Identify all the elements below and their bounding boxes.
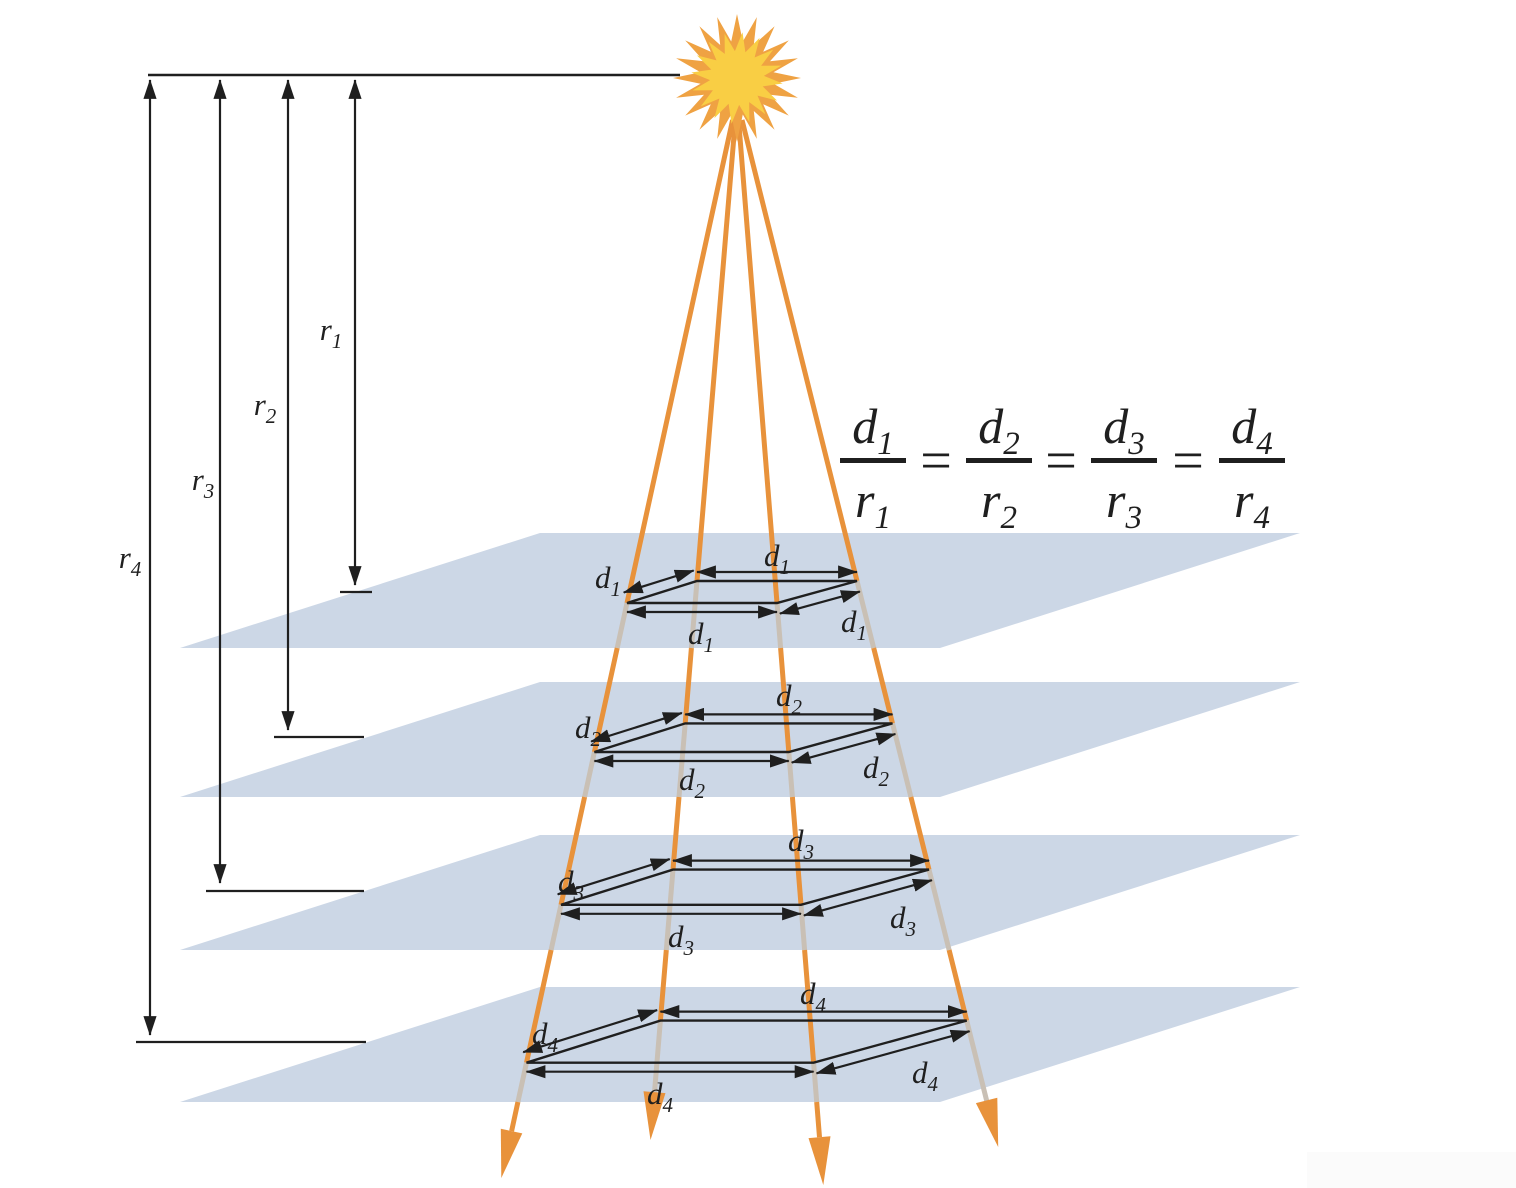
plane-2 <box>180 682 1300 797</box>
sun-icon <box>673 14 801 142</box>
distance-labels: r1 r2 r3 r4 <box>119 312 343 581</box>
square-1-front-label: d1 <box>688 616 714 657</box>
dimension-arrow-left-1 <box>622 569 695 594</box>
square-1-back-label: d1 <box>764 538 790 579</box>
equation-fraction-1: d1 r1 <box>840 398 906 536</box>
dimension-arrow-right-1 <box>779 590 861 615</box>
plane-1 <box>180 533 1300 648</box>
light-ray-4-shadow-segments <box>854 580 990 1103</box>
dimension-arrow-left-3 <box>556 858 671 896</box>
flux-square-3 <box>556 853 933 921</box>
ray-2-arrowhead-icon <box>643 1091 666 1140</box>
flux-square-1 <box>622 565 861 619</box>
fraction-1-numerator: d1 <box>852 398 894 462</box>
plane-3 <box>180 835 1300 950</box>
square-4-front-label: d4 <box>647 1076 674 1117</box>
square-4-back-label: d4 <box>800 976 827 1017</box>
ray-4-arrowhead-icon <box>975 1097 999 1147</box>
fraction-3-bar <box>1091 458 1157 463</box>
dimension-arrow-right-4 <box>815 1029 971 1075</box>
square-2-front-label: d2 <box>679 762 706 803</box>
dimension-arrow-right-2 <box>790 732 897 764</box>
light-ray-3-shadow-segments <box>774 602 820 1103</box>
equation-fraction-4: d4 r4 <box>1219 398 1285 536</box>
fraction-4-bar <box>1219 458 1285 463</box>
ray-1-arrowhead-icon <box>500 1128 523 1178</box>
flux-squares <box>522 565 971 1079</box>
square-4-right-label: d4 <box>912 1055 939 1096</box>
distance-label-r2: r2 <box>254 387 277 428</box>
light-ray-arrowheads <box>500 1091 999 1185</box>
square-3-right-label: d3 <box>890 900 916 941</box>
fraction-3-numerator: d3 <box>1103 398 1145 462</box>
distance-label-r1: r1 <box>320 312 343 353</box>
square-2-back-label: d2 <box>776 678 803 719</box>
light-ray-3 <box>736 119 822 1138</box>
fraction-3-denominator: r3 <box>1106 472 1142 536</box>
sun-inner-star-icon <box>691 32 783 124</box>
light-ray-1-shadow-segments <box>515 602 630 1103</box>
light-ray-1 <box>509 119 736 1132</box>
square-2-right-label: d2 <box>863 750 890 791</box>
fraction-4-denominator: r4 <box>1234 472 1270 536</box>
square-3-front-label: d3 <box>668 919 694 960</box>
measurement-planes <box>180 533 1300 1102</box>
square-2-left-label: d2 <box>575 710 602 751</box>
square-3-back-label: d3 <box>788 823 814 864</box>
fraction-4-numerator: d4 <box>1231 398 1273 462</box>
light-ray-2 <box>657 119 738 1021</box>
distance-measurements <box>136 73 680 1044</box>
square-labels: d1 d1 d1 d1 d2 d2 d2 d2 d3 d3 d3 d3 d4 d… <box>532 538 939 1117</box>
square-3-left-label: d3 <box>558 864 584 905</box>
fraction-1-bar <box>840 458 906 463</box>
dimension-arrow-left-4 <box>522 1009 658 1054</box>
corner-patch <box>1307 1152 1516 1188</box>
fraction-2-bar <box>966 458 1032 463</box>
square-1-left-label: d1 <box>595 560 621 601</box>
equals-sign-1: = <box>920 430 952 492</box>
flux-square-2 <box>590 707 897 768</box>
light-ray-4 <box>739 119 970 1022</box>
distance-label-r4: r4 <box>119 540 142 581</box>
plane-4 <box>180 987 1300 1102</box>
equation-fraction-2: d2 r2 <box>966 398 1032 536</box>
fraction-2-numerator: d2 <box>978 398 1020 462</box>
equation-fraction-3: d3 r3 <box>1091 398 1157 536</box>
equals-sign-2: = <box>1045 430 1077 492</box>
dimension-arrow-right-3 <box>803 878 933 917</box>
fraction-2-denominator: r2 <box>981 472 1017 536</box>
equals-sign-3: = <box>1172 430 1204 492</box>
ray-3-arrowhead-icon <box>808 1136 831 1185</box>
dimension-arrow-left-2 <box>590 711 683 743</box>
distance-label-r3: r3 <box>192 462 215 503</box>
equation: d1 r1 = d2 r2 = d3 r3 = d4 r4 <box>840 398 1285 536</box>
flux-square-4 <box>522 1004 971 1079</box>
fraction-1-denominator: r1 <box>855 472 891 536</box>
square-1-right-label: d1 <box>841 604 867 645</box>
square-4-left-label: d4 <box>532 1016 559 1057</box>
